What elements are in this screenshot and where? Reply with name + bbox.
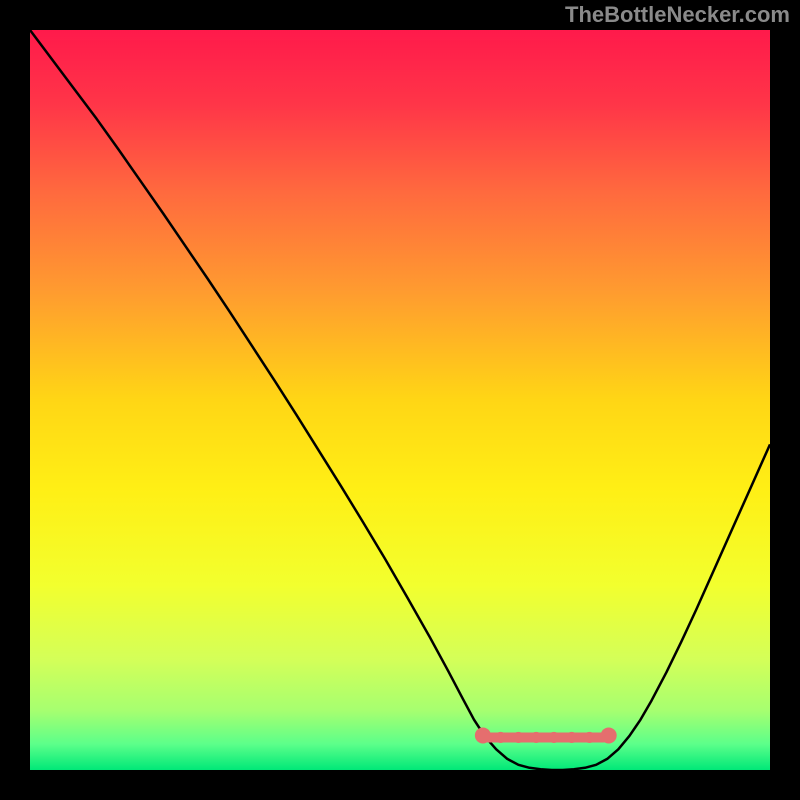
range-marker [513,732,524,743]
watermark: TheBottleNecker.com [565,2,790,28]
range-marker [531,732,542,743]
gradient-background [30,30,770,770]
range-marker [548,732,559,743]
plot-area [30,30,770,770]
range-marker [495,732,506,743]
range-marker [475,727,491,743]
range-marker [601,727,617,743]
range-marker [584,732,595,743]
bottleneck-chart: TheBottleNecker.com [0,0,800,800]
range-marker [566,732,577,743]
